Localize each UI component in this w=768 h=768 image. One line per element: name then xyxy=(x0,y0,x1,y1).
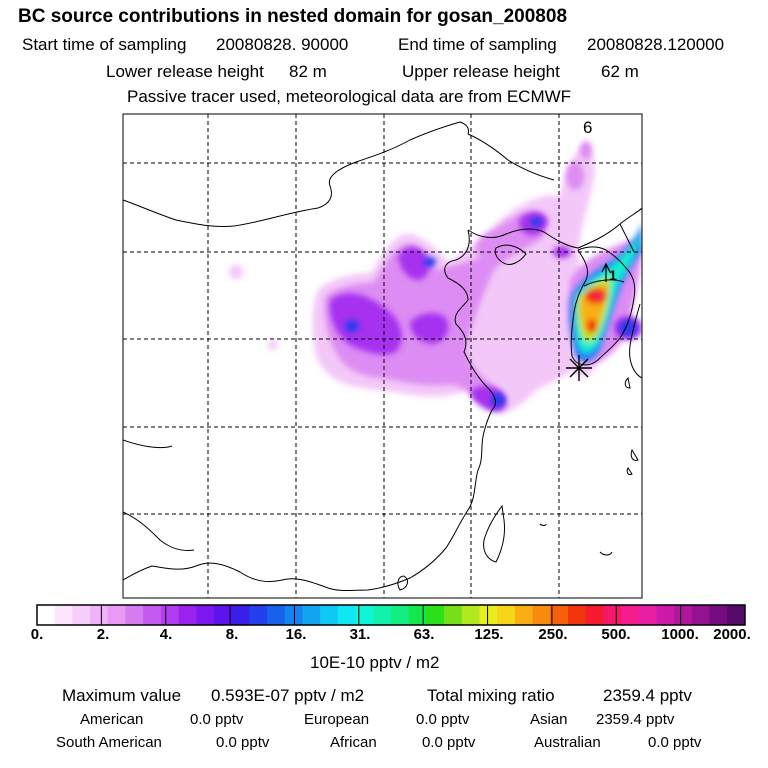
region-name: Asian xyxy=(530,711,568,728)
upper-height-value: 62 m xyxy=(601,62,639,81)
colorbar-swatch xyxy=(408,605,427,625)
total-mixing-label: Total mixing ratio xyxy=(427,686,555,705)
colorbar-swatch xyxy=(426,605,445,625)
colorbar-tick: 31. xyxy=(349,626,371,643)
lat-lon-grid xyxy=(123,114,642,598)
colorbar-unit: 10E-10 pptv / m2 xyxy=(310,653,440,672)
colorbar-swatch xyxy=(355,605,374,625)
colorbar-swatch xyxy=(231,605,250,625)
max-value-label: Maximum value xyxy=(62,686,182,705)
start-time-value: 20080828. 90000 xyxy=(216,35,349,54)
colorbar-swatch xyxy=(178,605,197,625)
region-value: 0.0 pptv xyxy=(422,734,476,751)
colorbar-tick: 8. xyxy=(225,626,239,643)
colorbar-swatch xyxy=(373,605,392,625)
colorbar-swatch xyxy=(709,605,728,625)
region-name: European xyxy=(304,711,370,728)
start-time-label: Start time of sampling xyxy=(22,35,187,54)
colorbar-swatch xyxy=(568,605,587,625)
colorbar-swatch xyxy=(497,605,516,625)
time-marker: 6 xyxy=(583,118,592,137)
colorbar-swatch xyxy=(479,605,498,625)
colorbar-tick: 4. xyxy=(159,626,173,643)
region-value: 2359.4 pptv xyxy=(596,711,675,728)
tracer-note: Passive tracer used, meteorological data… xyxy=(127,87,572,106)
colorbar-swatch xyxy=(54,605,73,625)
map-frame xyxy=(122,113,643,599)
colorbar-swatch xyxy=(656,605,675,625)
colorbar-swatch xyxy=(585,605,604,625)
colorbar-swatch xyxy=(249,605,268,625)
colorbar-swatch xyxy=(638,605,657,625)
colorbar-tick: 16. xyxy=(285,626,307,643)
region-name: American xyxy=(80,711,144,728)
region-name: African xyxy=(330,734,377,751)
colorbar-swatch xyxy=(727,605,746,625)
colorbar-tick: 63. xyxy=(413,626,435,643)
colorbar-swatch xyxy=(550,605,569,625)
end-time-value: 20080828.120000 xyxy=(587,35,725,54)
colorbar-swatch xyxy=(214,605,233,625)
colorbar-frame xyxy=(36,604,746,626)
concentration-field xyxy=(229,141,642,414)
region-value: 0.0 pptv xyxy=(648,734,702,751)
colorbar-swatch xyxy=(37,605,56,625)
trajectory-arrow xyxy=(601,262,611,282)
lower-height-label: Lower release height xyxy=(106,62,264,81)
trajectory-marker: 1 xyxy=(609,267,617,283)
colorbar-swatch xyxy=(674,605,693,625)
colorbar-swatch xyxy=(196,605,215,625)
region-name: Australian xyxy=(534,734,601,751)
colorbar-swatch xyxy=(143,605,162,625)
colorbar xyxy=(36,604,746,626)
region-value: 0.0 pptv xyxy=(216,734,270,751)
colorbar-tick: 1000. xyxy=(661,626,699,643)
region-value: 0.0 pptv xyxy=(190,711,244,728)
colorbar-swatch xyxy=(391,605,410,625)
colorbar-swatch xyxy=(691,605,710,625)
colorbar-swatch xyxy=(621,605,640,625)
colorbar-tick: 125. xyxy=(474,626,504,643)
colorbar-swatch xyxy=(514,605,533,625)
region-value: 0.0 pptv xyxy=(416,711,470,728)
colorbar-swatch xyxy=(302,605,321,625)
coastlines xyxy=(123,121,642,591)
colorbar-swatch xyxy=(284,605,303,625)
max-value: 0.593E-07 pptv / m2 xyxy=(211,686,365,705)
colorbar-swatch xyxy=(461,605,480,625)
colorbar-tick: 500. xyxy=(601,626,631,643)
colorbar-tick: 2. xyxy=(96,626,110,643)
colorbar-swatch xyxy=(603,605,622,625)
colorbar-swatch xyxy=(267,605,286,625)
colorbar-swatch xyxy=(320,605,339,625)
colorbar-tick: 250. xyxy=(538,626,568,643)
chart-title: BC source contributions in nested domain… xyxy=(18,6,568,27)
colorbar-swatch xyxy=(444,605,463,625)
end-time-label: End time of sampling xyxy=(398,35,557,54)
colorbar-swatch xyxy=(107,605,126,625)
lower-height-value: 82 m xyxy=(289,62,327,81)
upper-height-label: Upper release height xyxy=(402,62,560,81)
total-mixing-value: 2359.4 pptv xyxy=(603,686,692,705)
colorbar-tick: 0. xyxy=(30,626,44,643)
colorbar-swatch xyxy=(72,605,91,625)
colorbar-swatch xyxy=(532,605,551,625)
colorbar-swatch xyxy=(125,605,144,625)
colorbar-swatch xyxy=(90,605,109,625)
receptor-marker xyxy=(566,355,592,381)
colorbar-swatch xyxy=(160,605,179,625)
colorbar-swatch xyxy=(337,605,356,625)
region-name: South American xyxy=(56,734,162,751)
colorbar-tick: 2000. xyxy=(713,626,751,643)
